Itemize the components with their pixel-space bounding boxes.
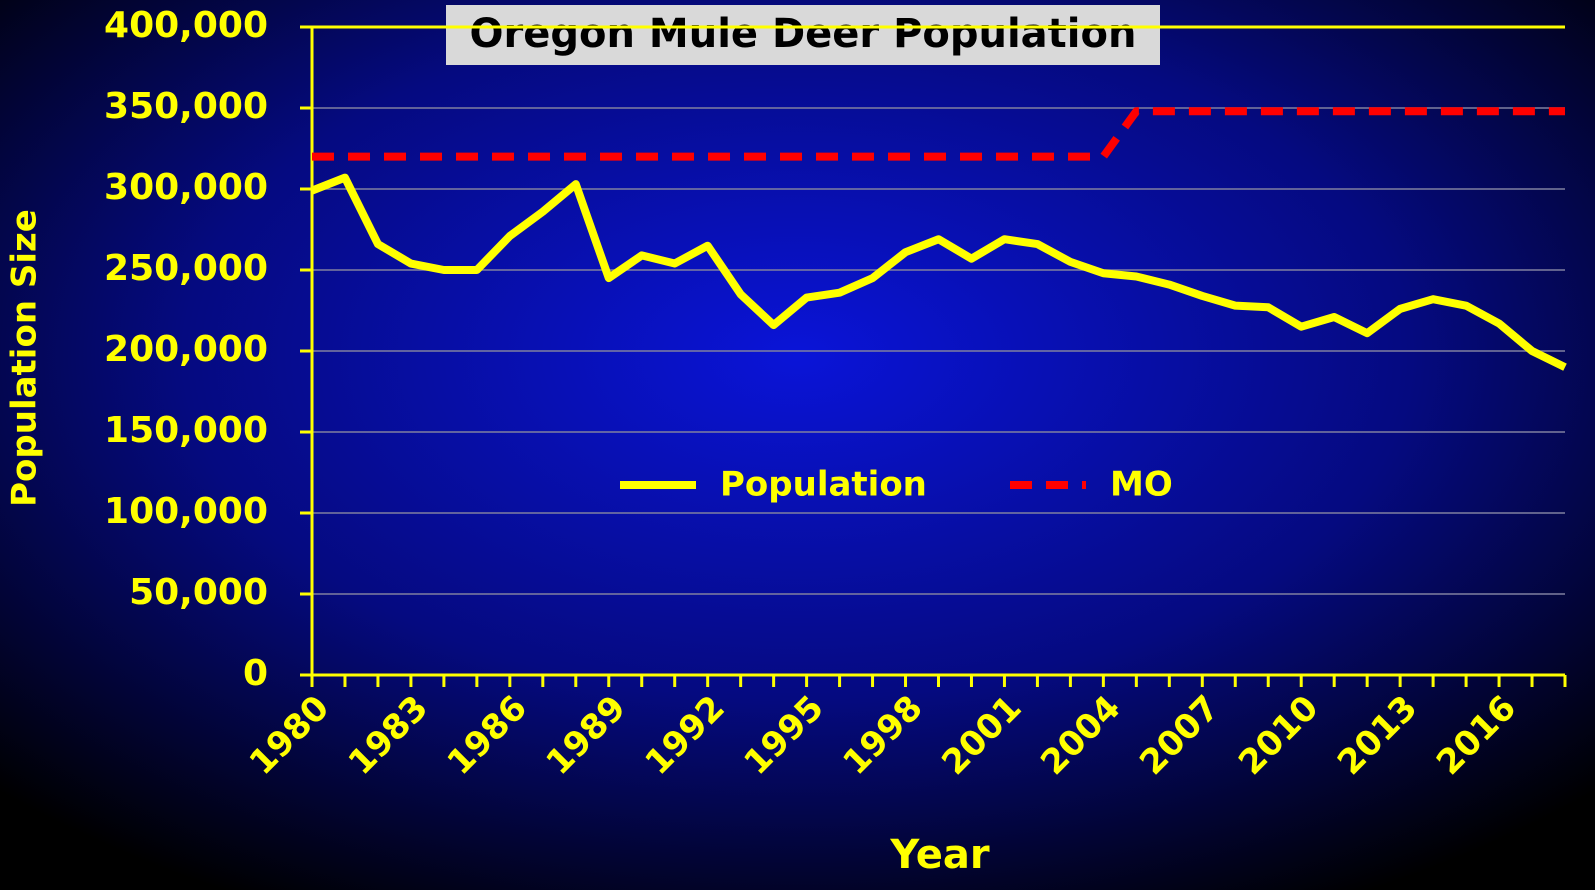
y-tick-label: 150,000 [104,410,268,451]
legend-label: MO [1110,465,1173,505]
title-box [446,5,1160,65]
y-tick-label: 300,000 [104,167,268,208]
x-axis-label: Year [889,832,989,878]
y-tick-label: 100,000 [104,491,268,532]
y-tick-label: 350,000 [104,86,268,127]
legend-label: Population [720,465,927,505]
y-tick-label: 50,000 [129,572,268,613]
y-tick-label: 0 [243,653,268,694]
y-tick-label: 400,000 [104,5,268,46]
data-line [310,173,1567,371]
y-axis-label: Population Size [5,209,45,507]
y-tick-label: 200,000 [104,329,268,370]
data-line [312,107,1565,161]
y-tick-label: 250,000 [104,248,268,289]
chart-title: Oregon Mule Deer Population [470,11,1137,57]
